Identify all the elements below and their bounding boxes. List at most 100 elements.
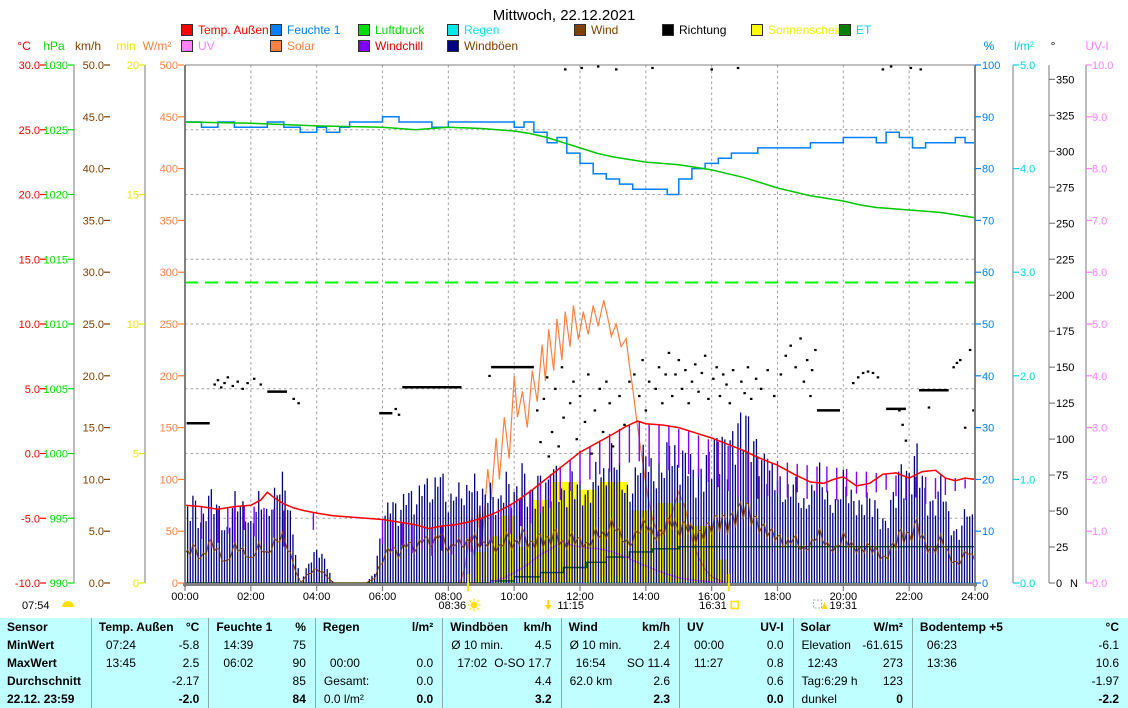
svg-text:08:36: 08:36 xyxy=(439,600,467,612)
svg-text:30.0: 30.0 xyxy=(19,60,40,72)
svg-text:1.0: 1.0 xyxy=(1020,474,1035,486)
svg-text:20: 20 xyxy=(982,474,994,486)
legend-color-swatch xyxy=(447,24,459,36)
cell-value: 0.8 xyxy=(766,656,784,670)
table-cell-feuchte-1: 06:02 90 xyxy=(208,654,315,672)
legend-color-swatch xyxy=(270,24,282,36)
cell-value: % xyxy=(295,620,306,634)
svg-text:14:00: 14:00 xyxy=(632,591,660,603)
svg-text:19:31: 19:31 xyxy=(830,600,858,612)
table-cell-bodentemp-5: 13:36 10.6 xyxy=(911,654,1128,672)
table-cell-solar: 12:43 273 xyxy=(792,654,912,672)
svg-text:40: 40 xyxy=(982,371,994,383)
cell-key: Gesamt: xyxy=(323,674,370,688)
svg-text:25.0: 25.0 xyxy=(19,125,40,137)
cell-value: UV-I xyxy=(760,620,784,634)
cell-key xyxy=(680,672,739,690)
cell-key xyxy=(562,690,623,708)
legend-color-swatch xyxy=(358,24,370,36)
cell-value: km/h xyxy=(642,620,671,634)
svg-text:60: 60 xyxy=(982,267,994,279)
svg-text:125: 125 xyxy=(1056,398,1074,410)
cell-value: -2.2 xyxy=(1098,692,1120,706)
svg-text:50.0: 50.0 xyxy=(83,60,104,72)
cell-value: -2.0 xyxy=(178,692,200,706)
svg-text:1000: 1000 xyxy=(44,449,68,461)
svg-text:8.0: 8.0 xyxy=(1092,164,1107,176)
cell-value: °C xyxy=(1105,620,1120,634)
svg-text:20.0: 20.0 xyxy=(19,190,40,202)
cell-value: 2.4 xyxy=(653,638,671,652)
svg-text:7.0: 7.0 xyxy=(1092,215,1107,227)
table-cell-solar: Elevation -61.615 xyxy=(792,636,912,654)
svg-text:150: 150 xyxy=(160,423,178,435)
cell-value xyxy=(382,636,443,654)
svg-text:45.0: 45.0 xyxy=(83,112,104,124)
svg-text:50: 50 xyxy=(982,319,994,331)
table-cell-uv: 0.6 xyxy=(679,672,792,690)
legend-label: Windchill xyxy=(375,39,424,53)
svg-text:1030: 1030 xyxy=(44,60,68,72)
cell-value: -61.615 xyxy=(862,638,903,652)
svg-text:15.0: 15.0 xyxy=(19,254,40,266)
series-temp-au-en xyxy=(184,420,976,530)
legend-label: UV xyxy=(198,39,215,53)
page-title: Mittwoch, 22.12.2021 xyxy=(492,7,636,24)
svg-text:300: 300 xyxy=(1056,146,1074,158)
svg-text:11:15: 11:15 xyxy=(557,600,584,612)
table-cell-windb-en: 4.4 xyxy=(442,672,560,690)
table-cell-regen: Regen l/m² xyxy=(314,618,442,636)
svg-text:04:00: 04:00 xyxy=(303,591,331,603)
cell-key xyxy=(209,672,264,690)
svg-text:km/h: km/h xyxy=(75,39,101,53)
table-cell-bodentemp-5: Bodentemp +5 °C xyxy=(911,618,1128,636)
cell-key: 06:02 xyxy=(223,656,254,670)
cell-key: 07:24 xyxy=(105,638,136,652)
svg-text:5.0: 5.0 xyxy=(1020,60,1035,72)
svg-text:18:00: 18:00 xyxy=(764,591,792,603)
cell-key: Temp. Außen xyxy=(98,620,174,634)
cell-value: °C xyxy=(185,620,200,634)
svg-text:5.0: 5.0 xyxy=(1092,319,1107,331)
svg-text:225: 225 xyxy=(1056,254,1074,266)
svg-text:°: ° xyxy=(1051,39,1056,53)
svg-text:0.0: 0.0 xyxy=(1092,578,1107,590)
table-cell-temp-au-en: 07:24 -5.8 xyxy=(90,636,208,654)
svg-text:40.0: 40.0 xyxy=(83,164,104,176)
svg-text:50: 50 xyxy=(166,526,178,538)
cell-value: 0.0 xyxy=(416,674,434,688)
cell-value: 75 xyxy=(292,638,306,652)
cell-key xyxy=(443,672,504,690)
axis-hPa: hPa 990 995 1000 1005 1010 1015 1020 1025 1030 xyxy=(43,39,75,590)
cell-key xyxy=(913,672,1023,690)
axis-°C: °C -10.0 -5.0 0.0 5.0 10.0 15.0 20.0 25.0 30.0 xyxy=(15,39,46,590)
legend-color-swatch xyxy=(358,40,370,52)
table-cell-regen: 0.0 l/m² 0.0 xyxy=(314,690,442,708)
svg-text:200: 200 xyxy=(1056,290,1074,302)
table-cell-windb-en: 3.2 xyxy=(442,690,560,708)
svg-text:30: 30 xyxy=(982,423,994,435)
svg-text:00:00: 00:00 xyxy=(171,591,199,603)
cell-key: 00:00 xyxy=(329,656,360,670)
table-cell-uv: 00:00 0.0 xyxy=(679,636,792,654)
series-windb-en xyxy=(184,412,976,583)
svg-text:W/m²: W/m² xyxy=(143,39,172,53)
series-richtung xyxy=(186,65,975,458)
svg-text:990: 990 xyxy=(50,578,68,590)
table-cell-uv: UV UV-I xyxy=(679,618,792,636)
table-cell-wind: 62.0 km 2.6 xyxy=(560,672,679,690)
svg-text:175: 175 xyxy=(1056,326,1074,338)
svg-text:10.0: 10.0 xyxy=(1092,60,1113,72)
table-cell-feuchte-1: Feuchte 1% xyxy=(208,618,315,636)
cell-key xyxy=(443,690,504,708)
cell-key: 14:39 xyxy=(223,638,254,652)
table-cell-bodentemp-5: 06:23 -6.1 xyxy=(911,636,1128,654)
table-cell-wind: Wind km/h xyxy=(560,618,679,636)
axis-%: % 0 10 20 30 40 50 60 70 80 90 100 xyxy=(975,39,1000,590)
series-windchill xyxy=(200,421,976,556)
sun-markers: 08:36 11:15 16:31 19:31 07:54 xyxy=(22,574,857,612)
svg-text:995: 995 xyxy=(50,513,68,525)
legend-color-swatch xyxy=(574,24,586,36)
table-cell-feuchte-1: 14:39 75 xyxy=(208,636,315,654)
